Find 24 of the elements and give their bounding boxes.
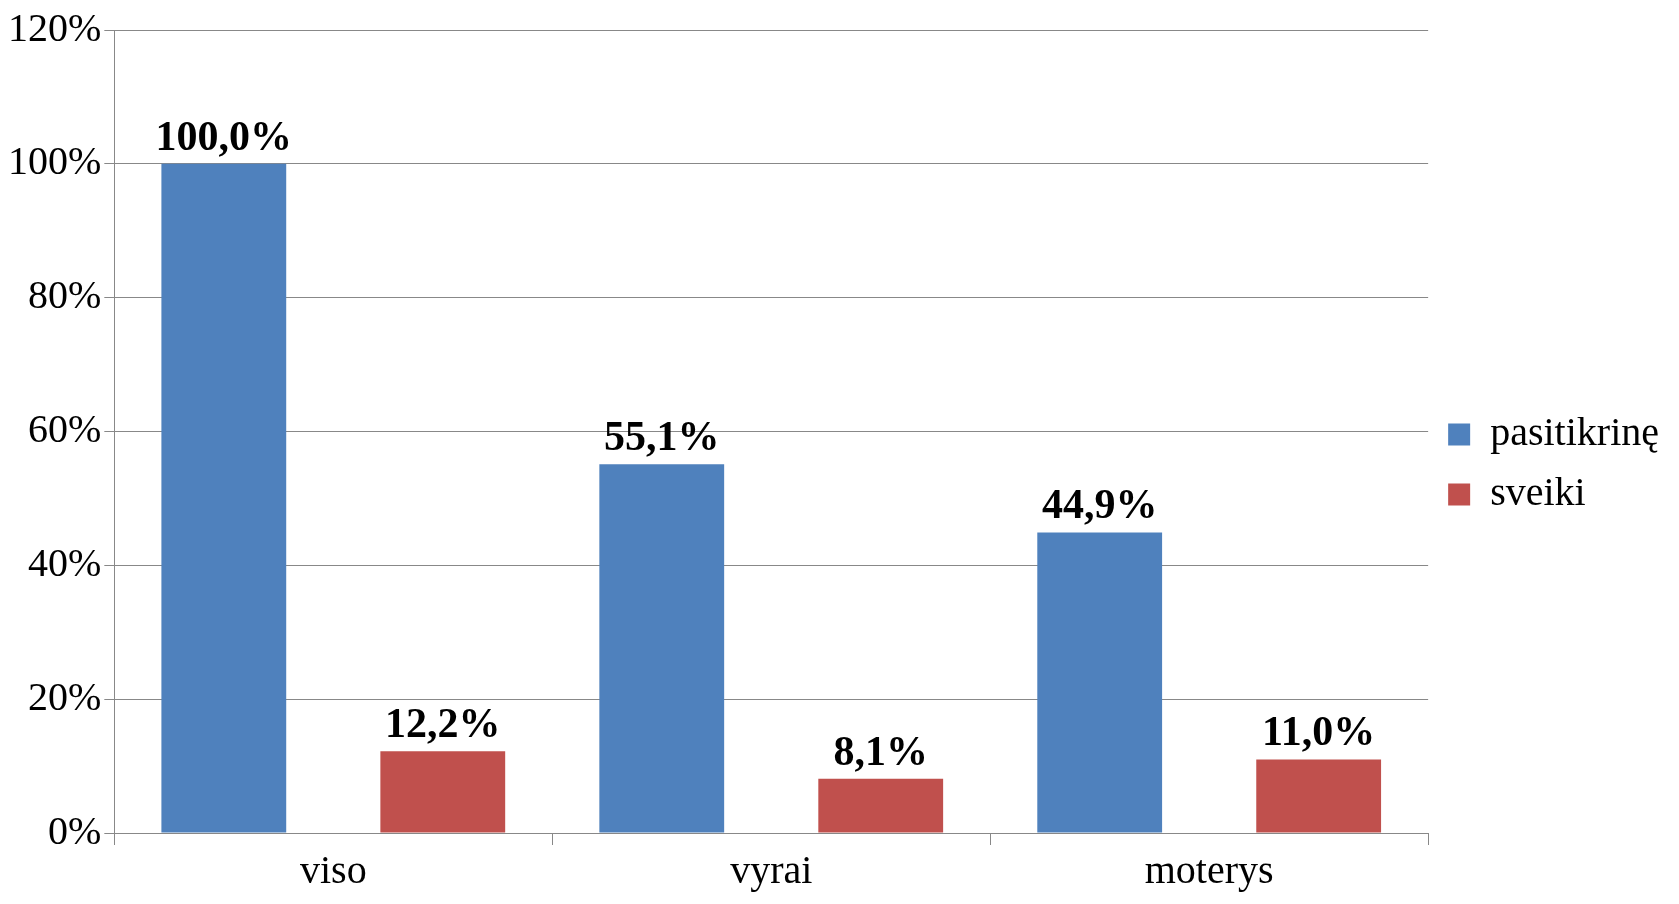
bar xyxy=(1037,532,1163,833)
bar xyxy=(380,751,506,833)
data-label: 11,0% xyxy=(1262,708,1376,755)
y-tick-label: 40% xyxy=(27,539,102,585)
bar xyxy=(599,464,725,833)
y-tick-label: 120% xyxy=(7,4,102,50)
y-tick-label: 60% xyxy=(27,406,102,451)
data-label: 44,9% xyxy=(1041,481,1158,528)
x-tick-label: viso xyxy=(299,846,367,892)
data-label: 12,2% xyxy=(385,700,501,747)
data-label: 100,0% xyxy=(155,112,293,159)
y-tick-label: 80% xyxy=(27,272,102,318)
bar xyxy=(1256,759,1382,833)
bar xyxy=(818,778,944,833)
y-tick-label: 20% xyxy=(27,673,102,719)
x-tick-label: moterys xyxy=(1144,846,1274,892)
y-tick-label: 0% xyxy=(47,807,102,853)
y-tick-label: 100% xyxy=(7,138,102,184)
x-tick-label: vyrai xyxy=(730,846,813,892)
bar xyxy=(161,163,287,833)
legend-label: pasitikrinę xyxy=(1490,409,1660,454)
data-label: 8,1% xyxy=(833,727,928,774)
legend-label: sveiki xyxy=(1490,469,1586,514)
data-label: 55,1% xyxy=(604,413,720,460)
